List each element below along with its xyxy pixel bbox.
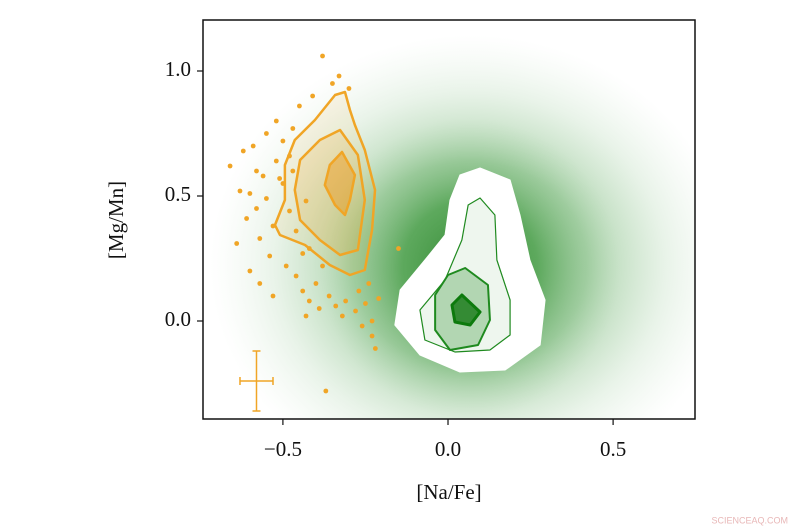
scatter-point: [310, 93, 316, 99]
scatter-point: [313, 281, 319, 286]
scatter-point: [326, 293, 332, 299]
scatter-point: [297, 103, 302, 109]
scatter-point: [339, 313, 345, 319]
scatter-point: [263, 196, 269, 201]
scatter-point: [244, 216, 249, 221]
scatter-point: [273, 118, 279, 124]
scatter-point: [247, 268, 253, 274]
x-tick-label: 0.0: [435, 437, 461, 461]
scatter-point: [323, 388, 329, 394]
scatter-point: [283, 263, 289, 269]
scatter-point: [237, 188, 243, 194]
scatter-point: [250, 143, 256, 149]
scatter-point: [280, 181, 286, 186]
x-tick-label: 0.5: [600, 437, 626, 461]
density-contour: [419, 197, 511, 353]
watermark: SCIENCEAQ.COM: [711, 515, 788, 525]
scatter-point: [320, 263, 325, 269]
scatter-point: [333, 303, 339, 309]
scatter-point: [290, 126, 296, 131]
density-contour: [323, 150, 357, 217]
scatter-point: [257, 281, 263, 286]
scatter-point: [396, 246, 401, 251]
scatter-point: [336, 73, 342, 79]
scatter-point: [330, 81, 335, 86]
scatter-point: [372, 346, 378, 351]
scatter-point: [270, 293, 276, 299]
scatter-point: [257, 236, 263, 241]
scatter-point: [287, 153, 292, 159]
scatter-point: [247, 191, 253, 196]
scatter-point: [300, 251, 306, 256]
scatter-point: [316, 306, 322, 311]
scatter-point: [273, 158, 279, 164]
scatter-point: [359, 323, 365, 329]
scatter-point: [346, 86, 352, 91]
y-tick-label: 0.0: [165, 307, 191, 331]
scatter-point: [300, 288, 306, 294]
scatter-point: [369, 333, 375, 339]
scatter-point: [267, 253, 273, 259]
density-contour: [450, 293, 482, 327]
scatter-point: [227, 163, 233, 169]
axes: −0.5 0.0 0.5 0.0 0.5 1.0: [165, 57, 626, 461]
scatter-point: [306, 246, 312, 251]
scatter-point: [356, 288, 362, 294]
scatter-point: [293, 273, 299, 279]
y-tick-label: 1.0: [165, 57, 191, 81]
x-axis-label: [Na/Fe]: [416, 480, 481, 504]
scatter-point: [353, 308, 358, 314]
scatter-point: [369, 318, 375, 324]
scatter-point: [306, 298, 312, 304]
scatter-point: [290, 168, 296, 174]
y-axis-label: [Mg/Mn]: [104, 181, 128, 259]
scatter-point: [280, 138, 286, 144]
scatter-point: [240, 148, 246, 154]
scatter-point: [270, 223, 276, 229]
scatter-point: [254, 206, 259, 211]
scatter-point: [287, 208, 292, 214]
scatter-point: [277, 176, 283, 181]
scatter-point: [303, 313, 309, 319]
scatter-point: [254, 168, 259, 174]
scatter-point: [363, 301, 368, 306]
scatter-point: [234, 241, 240, 246]
scatter-point: [293, 228, 299, 234]
scatter-point: [366, 281, 372, 286]
scatter-point: [263, 131, 269, 136]
density-contour: [394, 167, 546, 373]
scatter-point: [343, 298, 349, 304]
scatter-point: [320, 53, 325, 59]
x-tick-label: −0.5: [264, 437, 302, 461]
scatter-point: [376, 296, 382, 301]
scatter-point: [260, 173, 266, 179]
plot-area: [227, 53, 546, 412]
scatter-point: [303, 198, 309, 204]
y-tick-label: 0.5: [165, 182, 191, 206]
axes-frame: [202, 19, 696, 420]
